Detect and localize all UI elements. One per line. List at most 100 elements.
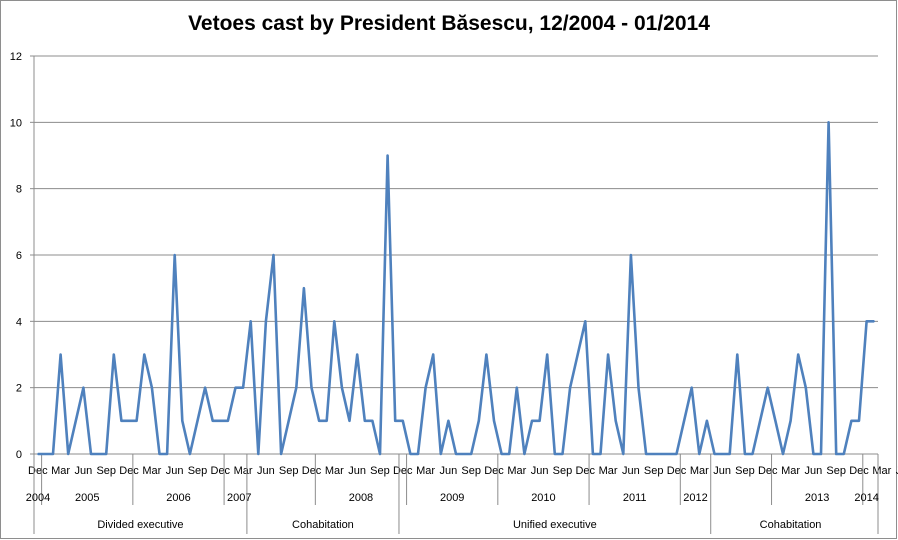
x-year-label-2: 2006 bbox=[166, 492, 190, 504]
data-point-92 bbox=[736, 353, 739, 356]
data-point-9 bbox=[105, 453, 108, 455]
data-point-8 bbox=[97, 453, 100, 455]
data-point-34 bbox=[295, 386, 298, 389]
x-month-label-11: Sep bbox=[279, 465, 299, 477]
data-point-91 bbox=[728, 453, 731, 455]
data-point-57 bbox=[470, 453, 473, 455]
data-point-63 bbox=[516, 386, 518, 389]
x-year-label-3: 2007 bbox=[227, 492, 251, 504]
data-point-73 bbox=[592, 453, 594, 455]
x-year-label-4: 2008 bbox=[349, 492, 373, 504]
x-month-label-29: Mar bbox=[690, 465, 709, 477]
data-point-44 bbox=[371, 420, 374, 422]
x-month-label-10: Jun bbox=[257, 465, 275, 477]
data-point-93 bbox=[744, 453, 746, 455]
data-point-24 bbox=[219, 420, 222, 422]
data-point-49 bbox=[409, 453, 412, 455]
data-point-17 bbox=[166, 453, 168, 455]
data-point-20 bbox=[189, 453, 191, 455]
x-month-label-12: Dec bbox=[302, 465, 322, 477]
data-point-104 bbox=[827, 121, 830, 124]
x-year-label-1: 2005 bbox=[75, 492, 99, 504]
data-point-6 bbox=[82, 386, 85, 389]
data-point-88 bbox=[706, 420, 708, 422]
data-point-84 bbox=[675, 453, 678, 455]
gridlines bbox=[34, 55, 878, 389]
data-point-33 bbox=[287, 420, 290, 422]
x-month-label-35: Sep bbox=[826, 465, 846, 477]
x-year-label-5: 2009 bbox=[440, 492, 464, 504]
y-tick-label-0: 0 bbox=[16, 449, 22, 461]
data-point-45 bbox=[379, 453, 381, 455]
data-point-89 bbox=[713, 453, 716, 455]
data-point-22 bbox=[204, 386, 206, 389]
data-point-90 bbox=[721, 453, 723, 455]
x-month-label-34: Jun bbox=[804, 465, 822, 477]
x-month-label-28: Dec bbox=[667, 465, 687, 477]
data-point-77 bbox=[622, 453, 625, 455]
data-point-11 bbox=[120, 420, 123, 422]
data-point-31 bbox=[272, 254, 275, 256]
data-point-103 bbox=[820, 453, 822, 455]
x-month-label-4: Dec bbox=[119, 465, 139, 477]
data-point-65 bbox=[531, 420, 533, 422]
data-point-100 bbox=[797, 353, 799, 356]
data-point-42 bbox=[356, 353, 358, 356]
data-point-52 bbox=[432, 353, 434, 356]
data-point-69 bbox=[561, 453, 564, 455]
data-point-67 bbox=[546, 353, 549, 356]
data-point-18 bbox=[173, 254, 176, 256]
data-point-95 bbox=[759, 420, 761, 422]
x-year-label-0: 2004 bbox=[26, 492, 50, 504]
data-point-35 bbox=[303, 287, 305, 289]
x-month-label-18: Jun bbox=[440, 465, 458, 477]
y-tick-label-1: 2 bbox=[16, 383, 22, 395]
x-month-label-22: Jun bbox=[531, 465, 549, 477]
x-year-label-7: 2011 bbox=[623, 492, 647, 504]
chart-title: Vetoes cast by President Băsescu, 12/200… bbox=[188, 12, 710, 35]
data-point-27 bbox=[242, 386, 244, 389]
x-month-label-30: Jun bbox=[713, 465, 731, 477]
data-point-85 bbox=[683, 420, 685, 422]
data-point-4 bbox=[67, 453, 70, 455]
y-axis: 0 2 4 6 8 10 12 bbox=[10, 51, 35, 461]
data-point-71 bbox=[576, 353, 579, 356]
data-point-47 bbox=[394, 420, 396, 422]
y-tick-label-4: 8 bbox=[16, 184, 22, 196]
data-point-43 bbox=[363, 420, 366, 422]
data-point-23 bbox=[211, 420, 214, 422]
x-month-label-14: Jun bbox=[348, 465, 366, 477]
x-month-label-17: Mar bbox=[416, 465, 435, 477]
data-point-54 bbox=[447, 420, 450, 422]
data-point-94 bbox=[751, 453, 754, 455]
data-point-36 bbox=[310, 386, 313, 389]
data-point-109 bbox=[865, 320, 868, 323]
data-point-56 bbox=[462, 453, 465, 455]
data-point-75 bbox=[607, 353, 609, 356]
data-point-74 bbox=[599, 453, 602, 455]
x-month-label-31: Sep bbox=[735, 465, 755, 477]
data-point-26 bbox=[234, 386, 237, 389]
series-line bbox=[37, 121, 875, 456]
y-tick-label-2: 4 bbox=[16, 316, 22, 328]
x-year-label-9: 2013 bbox=[805, 492, 829, 504]
data-point-79 bbox=[637, 386, 640, 389]
x-month-label-25: Mar bbox=[599, 465, 618, 477]
x-month-label-37: Mar bbox=[872, 465, 891, 477]
data-point-82 bbox=[660, 453, 663, 455]
data-point-2 bbox=[52, 453, 54, 455]
data-point-53 bbox=[439, 453, 442, 455]
data-point-39 bbox=[333, 320, 336, 323]
x-month-label-16: Dec bbox=[393, 465, 413, 477]
data-point-101 bbox=[804, 386, 807, 389]
data-point-16 bbox=[158, 453, 161, 455]
data-point-1 bbox=[44, 453, 47, 455]
data-point-30 bbox=[265, 320, 267, 323]
data-point-81 bbox=[652, 453, 655, 455]
data-point-55 bbox=[455, 453, 457, 455]
data-point-59 bbox=[485, 353, 488, 356]
data-point-97 bbox=[774, 420, 777, 422]
data-point-41 bbox=[348, 420, 351, 422]
